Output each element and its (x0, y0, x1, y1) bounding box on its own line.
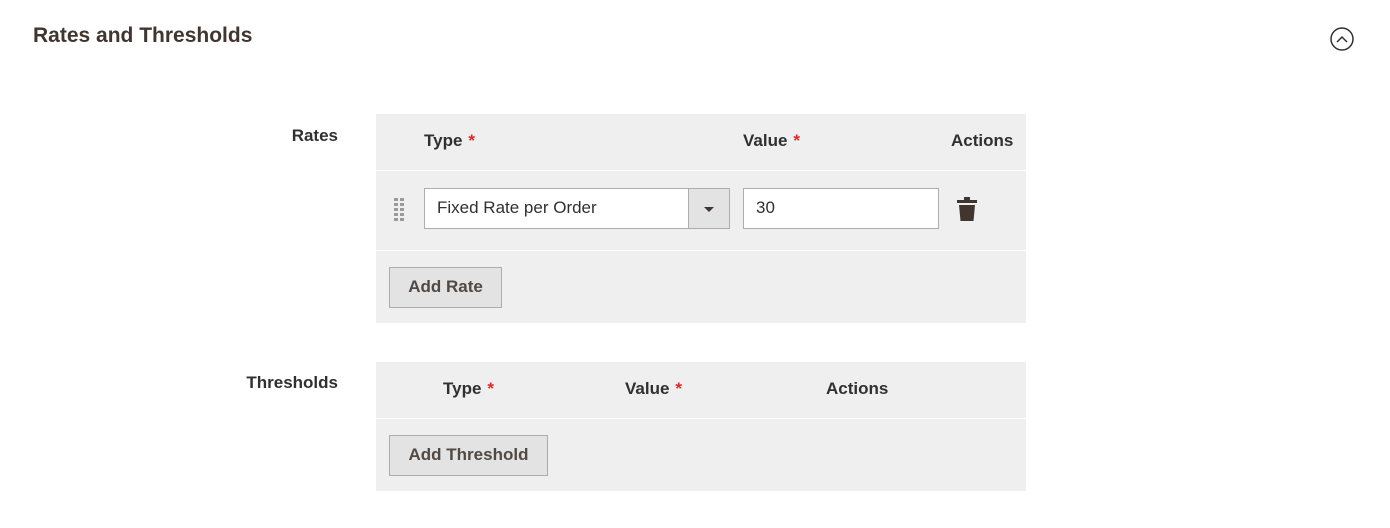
value-input[interactable]: 30 (743, 188, 939, 229)
row-separator (376, 170, 1026, 171)
text: Type (443, 379, 482, 398)
column-header: Value * (743, 131, 800, 151)
text: Value (743, 131, 788, 150)
column-header: Actions (826, 379, 889, 398)
delete-button[interactable] (957, 197, 977, 222)
text: Type (424, 131, 463, 150)
text: Fixed Rate per Order (437, 198, 597, 217)
add-rate-button[interactable]: Add Rate (389, 267, 502, 308)
required-mark: * (793, 131, 801, 150)
column-header: Value * (625, 379, 682, 399)
required-mark: * (468, 131, 476, 150)
section-title: Rates and Thresholds (33, 24, 253, 47)
add-threshold-button[interactable]: Add Threshold (389, 435, 548, 476)
drag-handle[interactable] (394, 198, 406, 222)
row-separator (376, 250, 1026, 251)
row-separator (376, 418, 1026, 419)
column-header: Type * (424, 131, 475, 151)
required-mark: * (675, 379, 683, 398)
collapse-toggle[interactable] (1328, 25, 1356, 53)
column-header: Type * (443, 379, 494, 399)
type-select[interactable]: Fixed Rate per Order (424, 188, 730, 229)
required-mark: * (487, 379, 495, 398)
text: Value (625, 379, 670, 398)
rates-label: Rates (291, 126, 338, 145)
select-arrow (688, 189, 729, 228)
column-header: Actions (951, 131, 1014, 150)
thresholds-label: Thresholds (246, 373, 338, 392)
